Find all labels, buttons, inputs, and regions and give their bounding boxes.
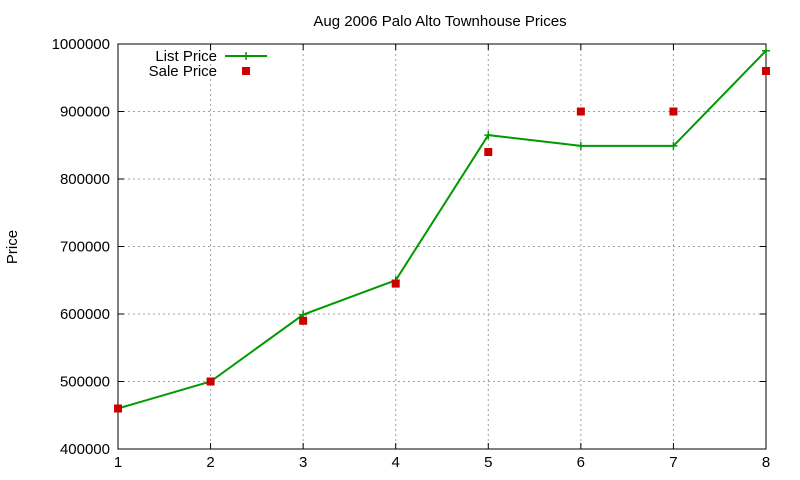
legend-label-sale-price: Sale Price bbox=[149, 63, 217, 80]
sale-price-point bbox=[391, 279, 400, 288]
sale-price-point bbox=[484, 148, 493, 156]
x-tick-label: 2 bbox=[206, 454, 214, 471]
sale-price-point bbox=[669, 107, 678, 116]
axis-ticks: 1 2 3 4 5 6 7 8 400000 500000 600000 700000 800000 90… bbox=[52, 36, 771, 471]
list-price-point bbox=[669, 141, 678, 150]
legend: List Price Sale Price bbox=[149, 48, 267, 80]
sale-price-point bbox=[299, 316, 308, 325]
x-tick-label: 6 bbox=[577, 454, 585, 471]
legend-swatch-sale-price bbox=[242, 67, 250, 75]
x-tick-label: 4 bbox=[392, 454, 400, 471]
x-tick-label: 7 bbox=[669, 454, 677, 471]
series-line-list-price bbox=[117, 50, 767, 410]
y-tick-label: 500000 bbox=[60, 374, 110, 391]
y-tick-label: 1000000 bbox=[52, 36, 110, 53]
y-tick-label: 800000 bbox=[60, 171, 110, 188]
x-tick-label: 1 bbox=[114, 454, 122, 471]
x-tick-label: 5 bbox=[484, 454, 492, 471]
sale-price-point bbox=[762, 67, 770, 75]
sale-price-point bbox=[206, 377, 215, 386]
legend-swatches bbox=[225, 52, 267, 75]
legend-marker-list-price bbox=[242, 52, 250, 60]
y-tick-label: 400000 bbox=[60, 441, 110, 458]
legend-label-list-price: List Price bbox=[155, 48, 217, 65]
list-price-point bbox=[484, 131, 493, 140]
series-layer bbox=[114, 46, 770, 413]
y-tick-label: 900000 bbox=[60, 104, 110, 121]
list-price-point bbox=[576, 141, 585, 150]
x-tick-label: 3 bbox=[299, 454, 307, 471]
y-axis-label: Price bbox=[4, 230, 21, 264]
y-tick-label: 600000 bbox=[60, 306, 110, 323]
list-price-point bbox=[762, 46, 770, 55]
grid bbox=[118, 44, 766, 449]
chart-title: Aug 2006 Palo Alto Townhouse Prices bbox=[313, 13, 566, 30]
sale-price-point bbox=[114, 404, 122, 413]
y-tick-label: 700000 bbox=[60, 239, 110, 256]
sale-price-point bbox=[576, 107, 585, 116]
x-tick-label: 8 bbox=[762, 454, 770, 471]
